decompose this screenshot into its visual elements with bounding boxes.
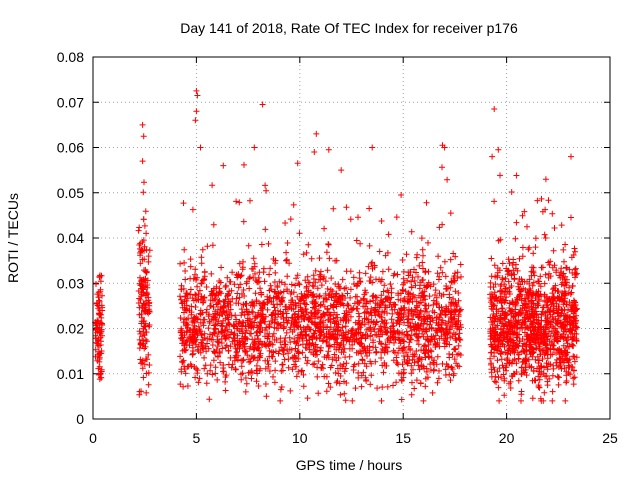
y-tick-label: 0 [76,411,84,427]
y-tick-label: 0.05 [57,185,84,201]
x-tick-label: 25 [602,430,618,446]
x-tick-label: 20 [499,430,515,446]
x-axis-label: GPS time / hours [296,457,403,473]
data-points-layer [92,87,580,404]
y-tick-label: 0.03 [57,275,84,291]
x-tick-label: 15 [395,430,411,446]
y-tick-label: 0.04 [57,230,84,246]
grid-layer [93,57,610,419]
plot-frame [92,56,611,420]
chart-title: Day 141 of 2018, Rate Of TEC Index for r… [180,20,518,36]
y-axis-label: ROTI / TECUs [5,193,21,283]
y-tick-label: 0.01 [57,366,84,382]
y-tick-label: 0.06 [57,140,84,156]
y-tick-label: 0.08 [57,49,84,65]
x-tick-label: 0 [89,430,97,446]
y-tick-label: 0.07 [57,94,84,110]
data-point-markers [92,87,580,404]
y-tick-label: 0.02 [57,321,84,337]
x-tick-label: 5 [193,430,201,446]
x-tick-label: 10 [292,430,308,446]
